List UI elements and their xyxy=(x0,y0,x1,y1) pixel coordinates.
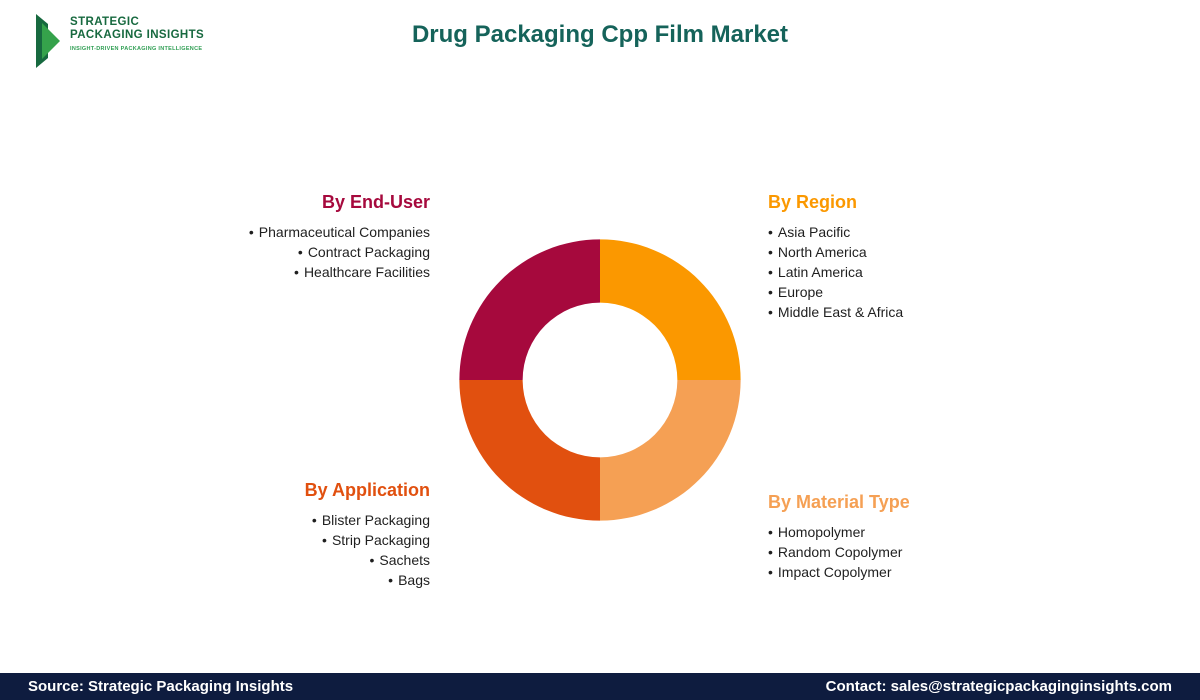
footer-bar: Source: Strategic Packaging Insights Con… xyxy=(0,673,1200,700)
list-item: • Europe xyxy=(768,282,903,302)
segment-material-type-heading: By Material Type xyxy=(768,492,910,512)
list-item-label: Impact Copolymer xyxy=(777,564,892,580)
bullet-icon: • xyxy=(369,552,375,568)
list-item: • Strip Packaging xyxy=(305,530,430,550)
bullet-icon: • xyxy=(322,532,327,548)
donut-chart-svg xyxy=(459,239,741,521)
donut-slice-by-region xyxy=(600,239,741,380)
segment-region: By Region • Asia Pacific • North America •… xyxy=(768,192,903,322)
bullet-icon: • xyxy=(294,264,299,280)
donut-slice-by-end-user xyxy=(459,239,600,380)
segment-application-list: • Blister Packaging • Strip Packaging • Sac… xyxy=(305,510,430,590)
bullet-icon: • xyxy=(388,572,394,588)
bullet-icon: • xyxy=(768,544,773,560)
list-item: • Asia Pacific xyxy=(768,222,903,242)
bullet-icon: • xyxy=(297,244,303,260)
list-item-label: Blister Packaging xyxy=(321,512,430,528)
list-item-label: Europe xyxy=(777,284,824,300)
list-item: • Impact Copolymer xyxy=(768,562,910,582)
logo-tagline: INSIGHT-DRIVEN PACKAGING INTELLIGENCE xyxy=(70,46,203,52)
bullet-icon: • xyxy=(311,512,317,528)
list-item-label: Strip Packaging xyxy=(331,532,430,548)
list-item: • Pharmaceutical Companies xyxy=(249,222,430,242)
list-item-label: Middle East & Africa xyxy=(777,304,904,320)
segment-end-user-heading: By End-User xyxy=(321,192,430,212)
list-item-label: Asia Pacific xyxy=(777,224,851,240)
bullet-icon: • xyxy=(768,524,773,540)
list-item: • Blister Packaging xyxy=(305,510,430,530)
list-item: • Bags xyxy=(305,570,430,590)
list-item-label: North America xyxy=(777,244,867,260)
segment-application-heading: By Application xyxy=(304,480,430,500)
logo-chevron-icon xyxy=(36,14,60,68)
bullet-icon: • xyxy=(768,264,773,280)
logo: STRATEGIC PACKAGING INSIGHTS INSIGHT-DRI… xyxy=(34,12,204,70)
footer-source: Source: Strategic Packaging Insights xyxy=(28,678,294,695)
donut-slice-by-application xyxy=(459,380,600,521)
list-item: • Sachets xyxy=(305,550,431,570)
segment-material-type-list: • Homopolymer • Random Copolymer • Impact C… xyxy=(768,522,910,582)
logo-text: STRATEGIC PACKAGING INSIGHTS INSIGHT-DRI… xyxy=(70,12,204,52)
list-item-label: Sachets xyxy=(379,552,430,568)
list-item: • Healthcare Facilities xyxy=(249,262,430,282)
list-item: • North America xyxy=(768,242,903,262)
list-item-label: Contract Packaging xyxy=(307,244,430,260)
bullet-icon: • xyxy=(768,244,773,260)
list-item-label: Healthcare Facilities xyxy=(303,264,430,280)
list-item: • Middle East & Africa xyxy=(768,302,903,322)
list-item: • Contract Packaging xyxy=(249,242,430,262)
segment-end-user-list: • Pharmaceutical Companies • Contract Pack… xyxy=(249,222,430,282)
bullet-icon: • xyxy=(248,224,254,240)
list-item: • Random Copolymer xyxy=(768,542,910,562)
bullet-icon: • xyxy=(768,284,773,300)
list-item-label: Latin America xyxy=(777,264,863,280)
segment-material-type: By Material Type • Homopolymer • Random Co… xyxy=(768,492,910,582)
donut-chart xyxy=(450,230,750,530)
segment-application: By Application • Blister Packaging • Strip… xyxy=(305,480,430,590)
list-item-label: Random Copolymer xyxy=(777,544,903,560)
footer-contact: Contact: sales@strategicpackaginginsight… xyxy=(825,678,1172,695)
list-item: • Latin America xyxy=(768,262,903,282)
page-title: Drug Packaging Cpp Film Market xyxy=(411,21,789,48)
bullet-icon: • xyxy=(768,304,773,320)
bullet-icon: • xyxy=(768,564,773,580)
logo-title-line1: STRATEGIC xyxy=(70,16,140,28)
list-item-label: Homopolymer xyxy=(777,524,866,540)
logo-title-line2: PACKAGING INSIGHTS xyxy=(70,29,205,41)
segment-region-list: • Asia Pacific • North America • Latin Amer… xyxy=(768,222,903,322)
segment-end-user: By End-User • Pharmaceutical Companies • C… xyxy=(249,192,430,282)
list-item-label: Pharmaceutical Companies xyxy=(258,224,430,240)
list-item-label: Bags xyxy=(398,572,430,588)
segment-region-heading: By Region xyxy=(768,192,858,212)
bullet-icon: • xyxy=(768,224,773,240)
list-item: • Homopolymer xyxy=(768,522,910,542)
donut-slice-by-material-type xyxy=(600,380,741,521)
